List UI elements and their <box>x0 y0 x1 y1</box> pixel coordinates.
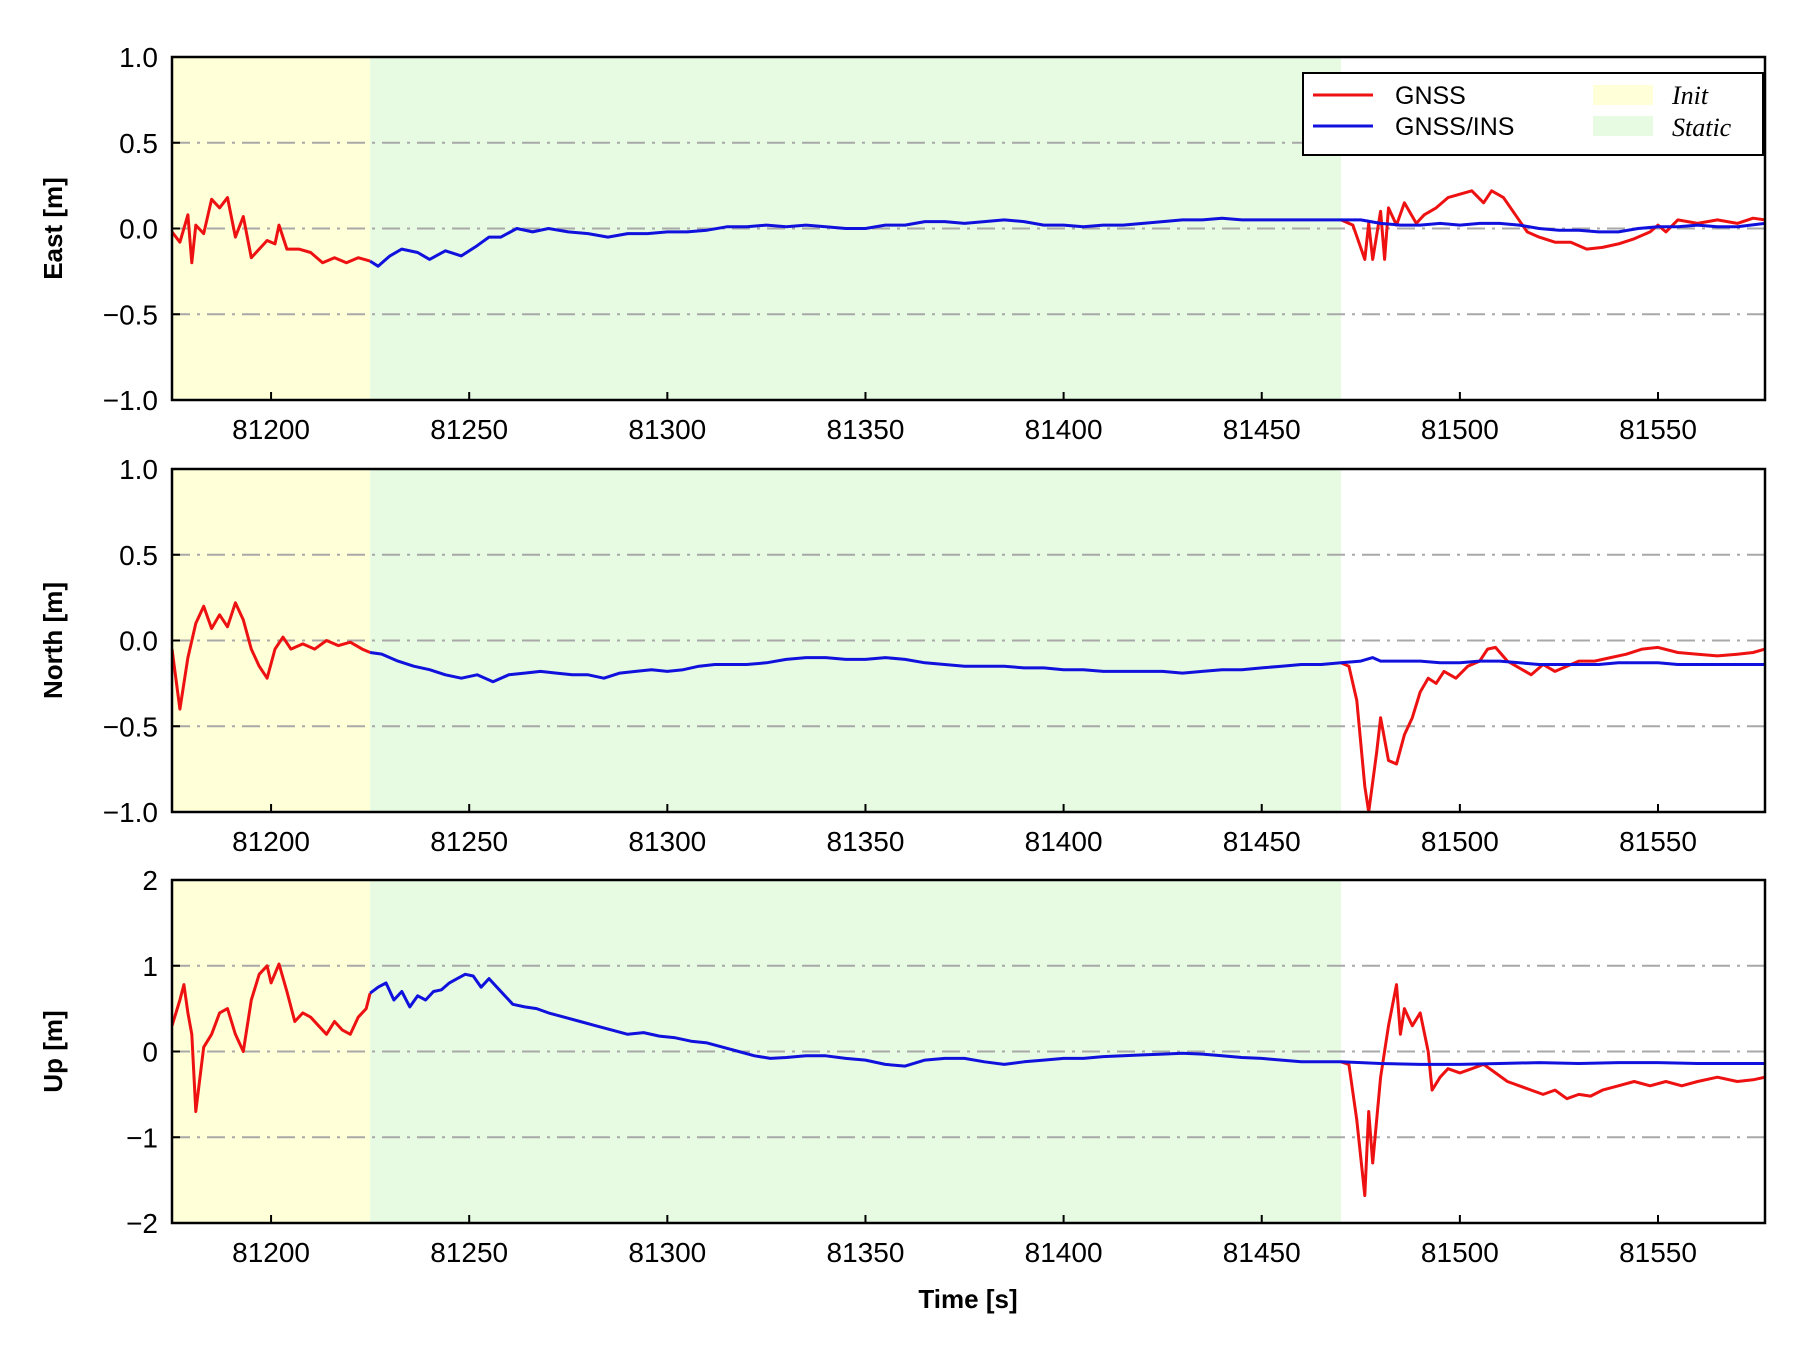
x-tick-label: 81200 <box>232 414 310 445</box>
series-group <box>172 962 1765 1198</box>
series-line-gnss-ins <box>369 972 1765 1068</box>
y-axis-label: East [m] <box>38 177 68 280</box>
x-tick-label: 81250 <box>430 414 508 445</box>
legend-swatch-init <box>1593 85 1653 105</box>
y-tick-label: 0.0 <box>119 626 158 657</box>
legend-frame <box>1302 72 1764 156</box>
x-axis-label: Time [s] <box>918 1284 1017 1314</box>
x-tick-label: 81500 <box>1421 826 1499 857</box>
y-tick-label: 1.0 <box>119 42 158 73</box>
y-axis-label: North [m] <box>38 582 68 699</box>
series-line-gnss <box>172 962 372 1113</box>
x-tick-label: 81300 <box>628 1237 706 1268</box>
y-tick-label: −0.5 <box>103 711 158 742</box>
chart-panels: −1.0 −0.5 0.0 0.5 1.0 81200 81250 81300 81350 814… <box>38 42 1767 1268</box>
x-tick-label: 81250 <box>430 826 508 857</box>
y-tick-label: 2 <box>142 865 158 896</box>
x-tick-label: 81450 <box>1223 414 1301 445</box>
panel-2: −2 −1 0 1 2 81200 81250 81300 81350 81400 81450 815… <box>38 865 1767 1268</box>
legend-label-gnss-ins: GNSS/INS <box>1395 113 1514 141</box>
y-tick-label: −1.0 <box>103 797 158 828</box>
x-tick-label: 81300 <box>628 414 706 445</box>
y-tick-label: −1.0 <box>103 385 158 416</box>
series-line-gnss <box>1340 645 1765 812</box>
series-line-gnss <box>172 196 371 265</box>
panel-1: −1.0 −0.5 0.0 0.5 1.0 81200 81250 81300 81350 814… <box>38 454 1767 857</box>
x-tick-label: 81550 <box>1619 1237 1697 1268</box>
panel-0: −1.0 −0.5 0.0 0.5 1.0 81200 81250 81300 81350 814… <box>38 42 1767 445</box>
x-tick-label: 81200 <box>232 1237 310 1268</box>
series-line-gnss-ins <box>369 651 1765 684</box>
x-tick-label: 81450 <box>1223 826 1301 857</box>
chart-legend: GNSS GNSS/INS Init Static <box>1302 72 1764 156</box>
x-tick-label: 81300 <box>628 826 706 857</box>
x-tick-label: 81200 <box>232 826 310 857</box>
y-tick-label: 0 <box>142 1037 158 1068</box>
series-group <box>172 601 1765 812</box>
x-tick-label: 81400 <box>1025 826 1103 857</box>
x-tick-label: 81500 <box>1421 414 1499 445</box>
y-tick-label: −1 <box>126 1122 158 1153</box>
x-tick-label: 81350 <box>827 414 905 445</box>
legend-label-gnss: GNSS <box>1395 82 1466 110</box>
series-line-gnss-ins <box>369 216 1765 268</box>
legend-label-static: Static <box>1672 113 1732 142</box>
x-tick-label: 81550 <box>1619 826 1697 857</box>
x-tick-label: 81400 <box>1025 1237 1103 1268</box>
x-tick-label: 81500 <box>1421 1237 1499 1268</box>
legend-swatch-static <box>1593 116 1653 136</box>
x-tick-label: 81450 <box>1223 1237 1301 1268</box>
y-tick-label: 0.5 <box>119 128 158 159</box>
region-init <box>172 57 371 400</box>
series-line-gnss <box>1340 189 1765 261</box>
y-tick-label: 0.0 <box>119 214 158 245</box>
x-tick-label: 81400 <box>1025 414 1103 445</box>
series-line-gnss <box>172 601 371 711</box>
y-tick-label: 0.5 <box>119 540 158 571</box>
x-tick-label: 81250 <box>430 1237 508 1268</box>
x-tick-label: 81550 <box>1619 414 1697 445</box>
x-tick-label: 81350 <box>827 1237 905 1268</box>
y-axis-label: Up [m] <box>38 1010 68 1092</box>
y-tick-label: 1 <box>142 951 158 982</box>
series-line-gnss <box>1340 983 1765 1198</box>
y-tick-label: −2 <box>126 1208 158 1239</box>
x-tick-label: 81350 <box>827 826 905 857</box>
legend-label-init: Init <box>1671 81 1709 110</box>
region-init <box>172 469 371 812</box>
y-tick-label: −0.5 <box>103 299 158 330</box>
series-group <box>172 189 1765 268</box>
y-tick-label: 1.0 <box>119 454 158 485</box>
